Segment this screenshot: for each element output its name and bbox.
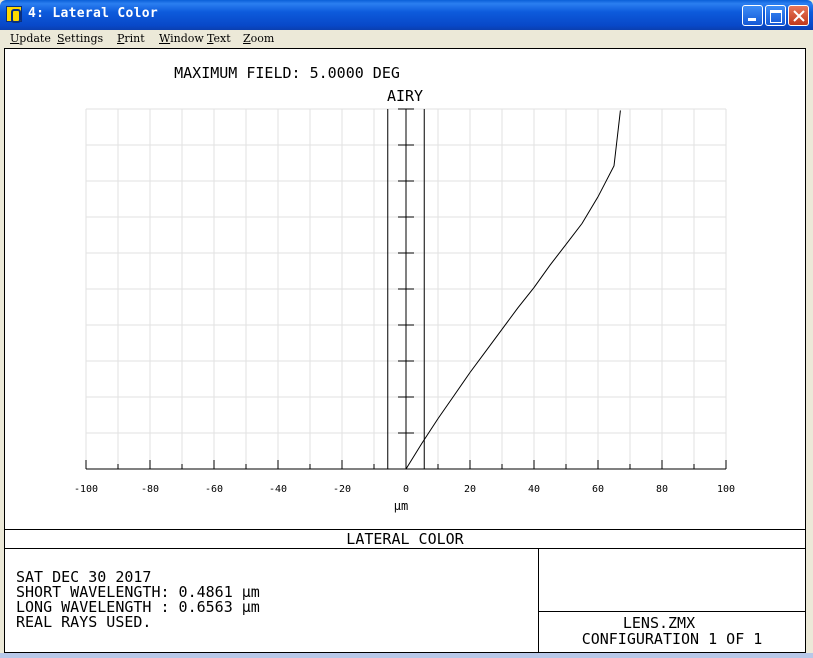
- x-tick-label: 100: [717, 484, 735, 495]
- menu-update[interactable]: Update: [10, 32, 51, 45]
- title-bar[interactable]: 4: Lateral Color: [0, 0, 813, 30]
- menu-bar: Update Settings Print Window Text Zoom: [0, 30, 813, 48]
- x-tick-label: -20: [333, 484, 351, 495]
- x-tick-label: -40: [269, 484, 287, 495]
- info-date: SAT DEC 30 2017: [16, 568, 151, 586]
- menu-window[interactable]: Window: [159, 32, 204, 45]
- x-tick-label: 80: [656, 484, 668, 495]
- x-tick-label: 20: [464, 484, 476, 495]
- info-long-wavelength: LONG WAVELENGTH : 0.6563 µm: [16, 598, 260, 616]
- footer-title: LATERAL COLOR: [346, 530, 464, 548]
- minimize-button[interactable]: [742, 5, 763, 26]
- menu-zoom[interactable]: Zoom: [243, 32, 275, 45]
- plot-title: MAXIMUM FIELD: 5.0000 DEG: [174, 64, 400, 82]
- x-tick-label: 60: [592, 484, 604, 495]
- lateral-color-plot: -100 -80 -60 -40 -20 0 20 40 60 80 100 MAXIMUM FIE…: [5, 64, 805, 652]
- plot-subtitle: AIRY: [387, 87, 423, 105]
- x-axis-label: µm: [394, 499, 408, 513]
- plot-area: -100 -80 -60 -40 -20 0 20 40 60 80 100 MAXIMUM FIE…: [4, 48, 806, 653]
- info-short-wavelength: SHORT WAVELENGTH: 0.4861 µm: [16, 583, 260, 601]
- series: [405, 110, 621, 470]
- window-title: 4: Lateral Color: [28, 6, 159, 21]
- configuration: CONFIGURATION 1 OF 1: [582, 630, 763, 648]
- x-tick-label: 0: [403, 484, 409, 495]
- app-icon[interactable]: [6, 6, 22, 23]
- maximize-button[interactable]: [765, 5, 786, 26]
- file-name: LENS.ZMX: [623, 614, 695, 632]
- axes: -100 -80 -60 -40 -20 0 20 40 60 80 100: [74, 108, 735, 495]
- menu-print[interactable]: Print: [117, 32, 145, 45]
- close-icon: [793, 10, 805, 22]
- menu-settings[interactable]: Settings: [57, 32, 104, 45]
- x-tick-label: -80: [141, 484, 159, 495]
- taskbar-strip: [0, 653, 813, 658]
- close-button[interactable]: [788, 5, 809, 26]
- lateral-color-curve: [405, 110, 621, 470]
- x-tick-label: 40: [528, 484, 540, 495]
- x-tick-label: -100: [74, 484, 98, 495]
- x-tick-label: -60: [205, 484, 223, 495]
- info-rays: REAL RAYS USED.: [16, 613, 151, 631]
- menu-text[interactable]: Text: [207, 32, 231, 45]
